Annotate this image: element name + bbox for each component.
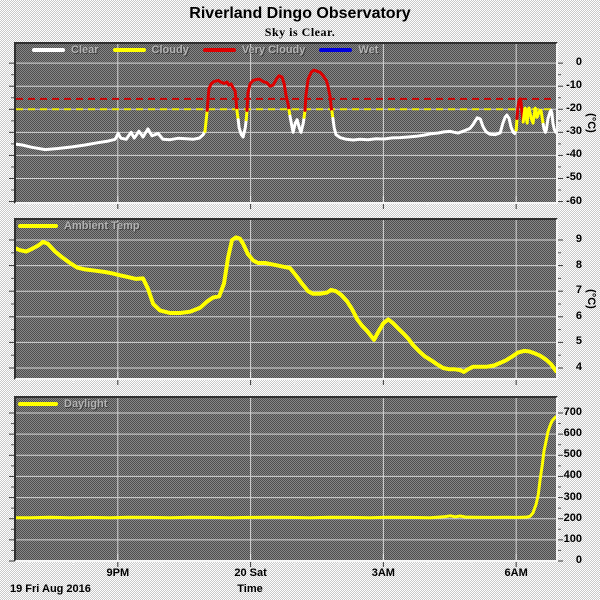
ambient-temp-legend-swatch: [18, 224, 58, 228]
y-tick-label: -30: [566, 125, 582, 138]
y-tick-label: 100: [563, 532, 582, 545]
legend-label: Cloudy: [151, 44, 189, 56]
ambient-temperature-trace: [16, 235, 556, 374]
y-tick-label: 7: [575, 284, 582, 297]
daylight-plot: [16, 398, 556, 560]
y-tick-label: -50: [566, 171, 582, 184]
sky-conditions-trace-cloudy: [244, 108, 249, 122]
sky-conditions-trace-cloudy: [235, 108, 240, 122]
y-tick-label: -40: [566, 148, 582, 161]
sky-conditions-trace-clear: [288, 114, 306, 134]
y-tick-label: 400: [563, 469, 582, 482]
x-axis-title: Time: [237, 583, 263, 595]
daylight-trace: [16, 415, 556, 520]
sky-conditions-plot: [16, 44, 556, 202]
x-tick-label: 6AM: [504, 567, 528, 579]
date-label: 19 Fri Aug 2016: [10, 583, 91, 595]
chart-title: Riverland Dingo Observatory: [189, 5, 411, 22]
sky-conditions-trace-very-cloudy: [245, 74, 291, 112]
legend-label: Ambient Temp: [64, 220, 140, 232]
legend-item: Wet: [319, 44, 378, 56]
y-axis-unit: (°C): [585, 113, 597, 133]
wet-legend-swatch: [319, 48, 353, 52]
y-tick-label: -60: [566, 194, 582, 207]
y-tick-label: 0: [575, 553, 582, 566]
cloudy-legend-swatch: [112, 48, 146, 52]
legend-label: Wet: [358, 44, 379, 56]
sky-conditions-trace-cloudy: [514, 117, 519, 132]
ambient-temperature-legend: Ambient Temp: [18, 220, 140, 232]
y-tick-label: -20: [566, 102, 582, 115]
x-tick-label: 9PM: [106, 567, 130, 579]
y-axis-unit: (°C): [585, 289, 597, 309]
sky-conditions-trace-cloudy: [203, 108, 209, 133]
legend-label: Daylight: [64, 398, 108, 410]
y-tick-label: 8: [575, 258, 582, 271]
y-tick-label: 300: [563, 490, 582, 503]
sky-status-text: Sky is Clear.: [264, 25, 336, 39]
legend-item: Very Cloudy: [202, 44, 306, 56]
y-tick-label: 9: [575, 232, 582, 245]
y-tick-label: 0: [575, 56, 582, 69]
y-tick-label: 200: [563, 511, 582, 524]
sky-conditions-trace-clear: [541, 108, 556, 134]
sky-conditions-trace-clear: [16, 127, 207, 152]
y-tick-label: 600: [563, 427, 582, 440]
y-tick-label: 700: [563, 406, 582, 418]
sky-conditions-legend: Clear Cloudy Very Cloudy Wet: [32, 44, 378, 56]
legend-item: Ambient Temp: [18, 220, 140, 232]
very-cloudy-legend-swatch: [202, 48, 236, 52]
y-tick-label: 4: [575, 361, 582, 373]
daylight-legend-swatch: [18, 402, 58, 406]
daylight-panel: [14, 396, 558, 562]
sky-conditions-trace-very-cloudy: [205, 78, 239, 112]
sky-conditions-trace-very-cloudy: [515, 97, 525, 124]
legend-label: Clear: [71, 44, 99, 56]
y-tick-label: 6: [575, 309, 582, 322]
legend-item: Daylight: [18, 398, 107, 410]
sky-conditions-panel: [14, 42, 558, 204]
daylight-legend: Daylight: [18, 398, 107, 410]
ambient-temperature-plot: [16, 220, 556, 378]
x-tick-label: 20 Sat: [234, 567, 267, 579]
y-tick-label: -10: [566, 79, 582, 92]
x-tick-label: 3AM: [371, 567, 395, 579]
sky-conditions-trace-very-cloudy: [303, 68, 334, 114]
sky-conditions-trace-clear: [236, 118, 248, 139]
clear-legend-swatch: [32, 48, 65, 52]
y-tick-label: 500: [563, 448, 582, 461]
sky-conditions-trace-clear: [331, 113, 518, 142]
legend-item: Cloudy: [112, 44, 189, 56]
y-tick-label: 5: [575, 335, 582, 348]
legend-item: Clear: [32, 44, 99, 56]
ambient-temperature-panel: [14, 218, 558, 380]
sky-conditions-trace-cloudy: [521, 106, 545, 126]
legend-label: Very Cloudy: [241, 44, 306, 56]
